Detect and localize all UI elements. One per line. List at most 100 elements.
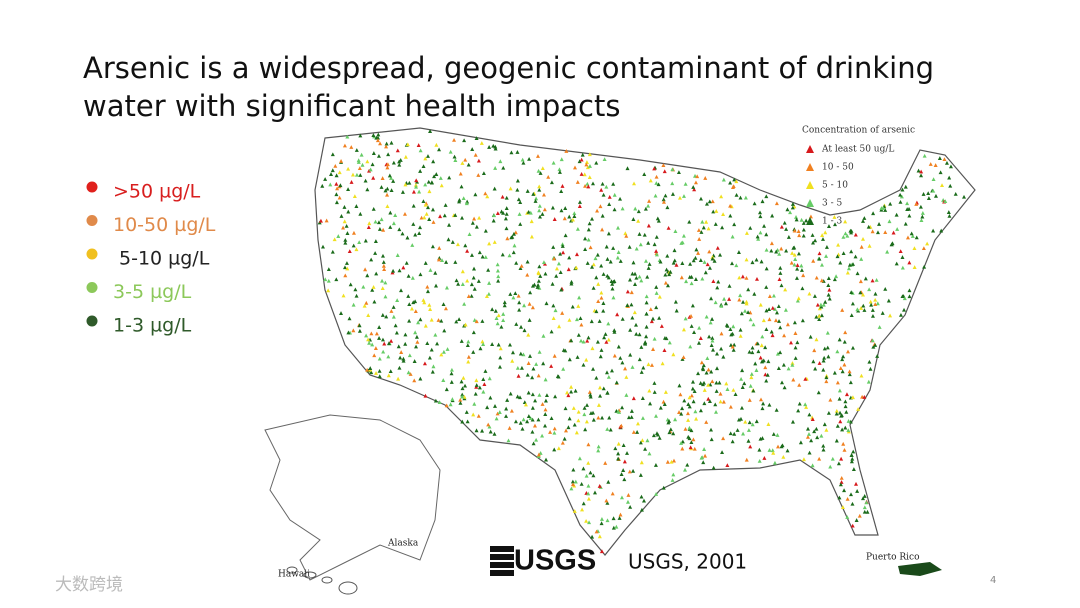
sample-dot — [577, 159, 582, 164]
sample-dot — [718, 252, 723, 257]
sample-dot — [654, 249, 659, 253]
sample-dot — [349, 180, 354, 184]
sample-dot — [699, 455, 704, 460]
sample-dot — [367, 221, 372, 226]
sample-dot — [642, 232, 647, 237]
sample-dot — [472, 216, 477, 221]
sample-dot — [750, 422, 755, 427]
sample-dot — [620, 316, 625, 321]
sample-dot — [574, 317, 579, 322]
sample-dot — [448, 402, 453, 407]
sample-dot — [496, 278, 501, 283]
sample-dot — [410, 243, 415, 247]
sample-dot — [612, 328, 617, 333]
sample-dot — [637, 357, 642, 362]
sample-dot — [746, 438, 751, 443]
sample-dot — [639, 370, 644, 374]
sample-dot — [469, 294, 474, 298]
sample-dot — [704, 370, 709, 375]
sample-dot — [898, 192, 903, 197]
sample-dot — [543, 407, 548, 412]
sample-dot — [685, 462, 690, 467]
sample-dot — [746, 428, 751, 432]
sample-dot — [377, 325, 382, 329]
sample-dot — [723, 301, 728, 306]
legend-label: 10-50 µg/L — [113, 214, 216, 236]
sample-dot — [502, 300, 507, 305]
sample-dot — [389, 188, 394, 193]
sample-dot — [866, 379, 871, 384]
sample-dot — [330, 152, 335, 157]
sample-dot — [538, 171, 543, 175]
sample-dot — [794, 276, 799, 280]
sample-dot — [509, 408, 514, 413]
sample-dot — [661, 197, 666, 202]
sample-dot — [587, 152, 592, 157]
sample-dot — [903, 184, 908, 189]
sample-dot — [374, 135, 379, 140]
sample-dot — [616, 456, 621, 461]
sample-dot — [436, 257, 441, 262]
sample-dot — [457, 317, 462, 322]
sample-dot — [623, 366, 628, 371]
sample-dot — [690, 379, 695, 384]
sample-dot — [842, 447, 847, 452]
sample-dot — [669, 459, 674, 464]
sample-dot — [432, 174, 437, 179]
sample-dot — [466, 354, 471, 359]
sample-dot — [504, 414, 509, 418]
sample-dot — [628, 352, 633, 357]
sample-dot — [791, 245, 796, 250]
sample-dot — [384, 141, 389, 146]
sample-dot — [463, 383, 468, 388]
sample-dot — [634, 275, 639, 280]
sample-dot — [397, 268, 402, 273]
sample-dot — [918, 204, 923, 209]
sample-dot — [771, 432, 776, 436]
sample-dot — [371, 151, 376, 155]
sample-dot — [570, 304, 575, 309]
sample-dot — [706, 226, 711, 231]
sample-dot — [782, 333, 787, 338]
sample-dot — [403, 332, 408, 337]
sample-dot — [588, 392, 593, 397]
sample-dot — [562, 436, 567, 441]
sample-dot — [351, 328, 356, 333]
sample-dot — [722, 296, 727, 301]
sample-dot — [563, 348, 568, 353]
sample-dot — [725, 463, 730, 468]
sample-dot — [487, 376, 492, 381]
sample-dot — [453, 260, 458, 264]
sample-dot — [342, 143, 347, 148]
sample-dot — [483, 191, 488, 196]
sample-dot — [857, 513, 862, 518]
sample-dot — [697, 237, 702, 241]
sample-dot — [704, 219, 709, 224]
sample-dot — [791, 377, 796, 382]
sample-dot — [907, 294, 912, 299]
sample-dot — [444, 285, 449, 290]
sample-dot — [374, 271, 379, 276]
sample-dot — [862, 509, 867, 514]
sample-dot — [773, 318, 778, 323]
sample-dot — [413, 309, 418, 313]
sample-dot — [453, 158, 458, 162]
sample-dot — [488, 395, 493, 400]
sample-dot — [670, 478, 675, 482]
sample-dot — [835, 254, 840, 259]
sample-dot — [550, 205, 555, 210]
sample-dot — [849, 313, 854, 317]
sample-dot — [647, 262, 652, 266]
sample-dot — [646, 240, 651, 245]
sample-dot — [817, 361, 822, 365]
sample-dot — [643, 206, 648, 211]
sample-dot — [465, 199, 470, 204]
sample-dot — [851, 262, 856, 266]
sample-dot — [648, 178, 653, 183]
sample-dot — [661, 163, 666, 168]
sample-dot — [464, 201, 469, 206]
sample-dot — [681, 355, 686, 360]
sample-dot — [617, 516, 622, 520]
sample-dot — [747, 349, 752, 354]
sample-dot — [480, 319, 485, 323]
